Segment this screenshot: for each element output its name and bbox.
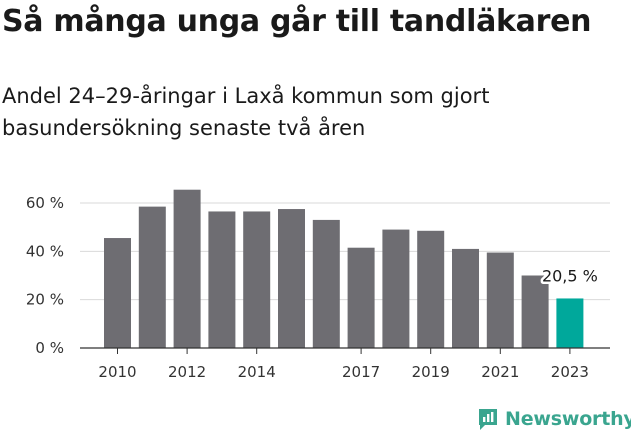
y-tick-label: 60 % [26,194,64,212]
x-tick-label: 2017 [342,363,380,381]
bar-2013 [208,211,236,348]
bar-2015 [278,209,305,348]
brand-name: Newsworthy [505,408,631,430]
bar-2016 [312,219,340,348]
chart-subtitle: Andel 24–29-åringar i Laxå kommun som gj… [2,84,490,140]
x-tick-label: 2014 [238,363,276,381]
data-label-halo: 20,5 % [542,266,598,285]
x-tick-label: 2021 [481,363,519,381]
bar-2022 [521,275,549,348]
newsworthy-logo: Newsworthy [477,407,631,431]
bar-2011 [138,206,166,348]
y-tick-label: 20 % [26,291,64,309]
data-label-pointer [565,286,574,292]
bar-2020 [452,248,479,348]
x-tick-label: 2012 [168,363,206,381]
x-tick-label: 2023 [551,363,589,381]
chart-title: Så många unga går till tandläkaren [2,4,592,39]
x-tick-label: 2010 [98,363,136,381]
bar-2010 [104,238,131,348]
data-label-2023: 20,5 % [542,266,598,285]
bar-2019 [417,230,445,348]
bar-chart: 0 % 20 % 40 % 60 % 2010 2012 2014 2017 2019 2021 2… [26,189,610,381]
newsworthy-logo-icon [479,409,497,430]
bar-2014 [243,211,271,348]
x-tick-label: 2019 [412,363,450,381]
y-tick-label: 40 % [26,242,64,260]
bar-2021 [486,252,514,348]
bar-2017 [347,247,375,348]
bar-2012 [173,189,201,348]
bar-2023 [556,298,584,348]
bar-2018 [382,229,410,348]
y-tick-label: 0 % [35,339,64,357]
